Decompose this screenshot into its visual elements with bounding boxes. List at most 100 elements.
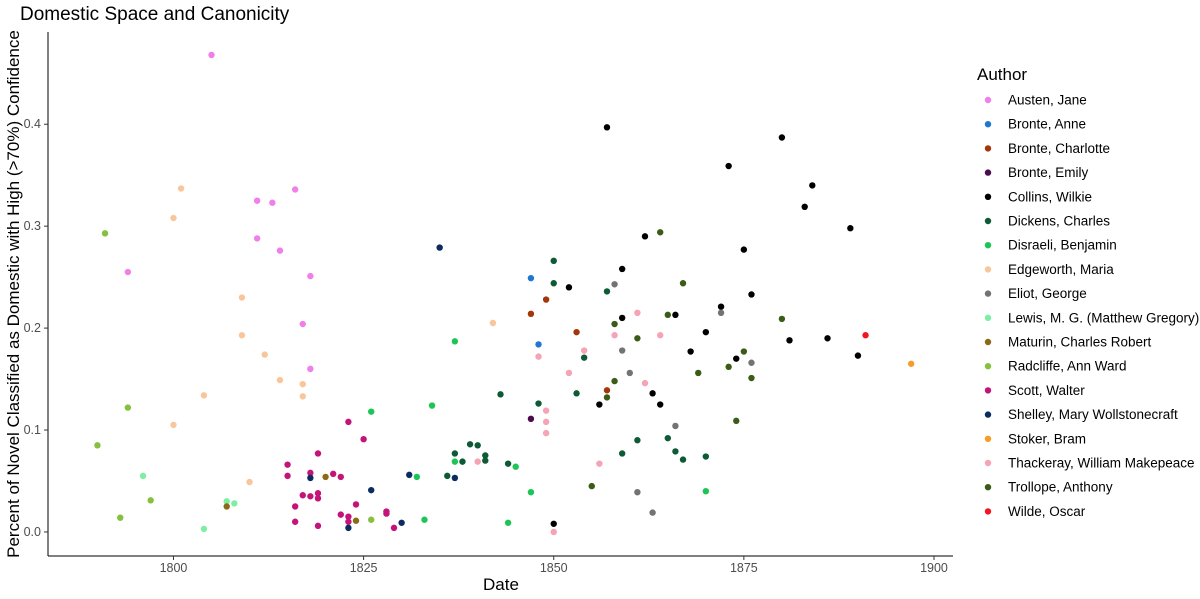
data-point (634, 309, 641, 317)
legend: Author Austen, Jane Bronte, Anne Bronte, C… (977, 65, 1199, 519)
data-point (223, 498, 230, 505)
data-point (117, 514, 124, 521)
data-point (291, 186, 299, 193)
data-point (231, 500, 238, 507)
legend-label: Disraeli, Benjamin (1008, 238, 1117, 253)
data-point (550, 257, 557, 265)
data-point (854, 352, 862, 359)
data-point (383, 510, 390, 517)
data-point (740, 246, 748, 253)
legend-label: Trollope, Anthony (1008, 480, 1113, 495)
data-point (535, 341, 542, 348)
data-point (641, 233, 649, 240)
data-point (413, 473, 421, 481)
data-point (596, 401, 603, 408)
legend-key (984, 508, 992, 515)
legend-key (984, 435, 992, 442)
data-point (550, 280, 557, 287)
data-point (223, 503, 230, 510)
data-point (177, 185, 185, 192)
data-point (664, 434, 672, 442)
series-group (284, 418, 398, 532)
data-point (580, 354, 588, 361)
data-point (512, 463, 519, 470)
data-point (451, 450, 459, 457)
data-point (291, 518, 299, 525)
data-point (580, 347, 588, 354)
data-point (147, 497, 154, 504)
series-group (907, 360, 915, 367)
data-point (550, 520, 557, 527)
x-axis-title: Date (483, 575, 519, 594)
data-point (527, 488, 535, 496)
series-group (527, 415, 535, 423)
data-point (626, 369, 633, 377)
data-point (618, 450, 626, 457)
data-point (801, 203, 808, 211)
y-tick-label: 0.4 (24, 117, 41, 131)
series-group (611, 281, 755, 516)
data-point (101, 230, 109, 237)
data-point (299, 492, 306, 499)
data-point (246, 478, 253, 486)
data-point (641, 379, 649, 387)
legend-key (984, 290, 992, 297)
data-point (596, 460, 603, 467)
data-point (847, 225, 854, 232)
legend-key (984, 411, 992, 418)
legend-key (984, 217, 992, 225)
data-point (276, 376, 284, 384)
legend-label: Scott, Walter (1008, 383, 1085, 398)
data-point (603, 394, 611, 401)
data-point (702, 453, 710, 460)
data-point (284, 472, 291, 480)
data-point (618, 314, 626, 322)
data-point (679, 280, 687, 287)
data-point (428, 402, 436, 409)
data-point (542, 296, 550, 303)
data-point (170, 421, 177, 429)
data-point (200, 392, 208, 399)
legend-label: Dickens, Charles (1008, 214, 1110, 229)
legend-key (984, 314, 992, 321)
data-point (657, 229, 664, 236)
data-point (542, 429, 550, 437)
data-point (748, 359, 755, 366)
data-point (390, 524, 398, 532)
x-tick-label: 1850 (540, 561, 568, 575)
data-point (497, 391, 504, 398)
data-point (748, 374, 755, 382)
data-point (345, 518, 352, 525)
data-point (276, 247, 284, 254)
chart-title: Domestic Space and Canonicity (20, 4, 290, 25)
data-point (634, 437, 641, 444)
data-point (672, 448, 679, 455)
data-point (253, 235, 261, 242)
data-point (702, 487, 710, 495)
y-tick-label: 0.3 (24, 219, 41, 233)
legend-label: Thackeray, William Makepeace (1008, 456, 1195, 471)
legend-label: Collins, Wilkie (1008, 189, 1092, 204)
data-point (603, 288, 611, 295)
data-point (809, 182, 816, 189)
x-tick-label: 1875 (730, 561, 758, 575)
data-point (466, 441, 474, 448)
data-point (170, 214, 177, 222)
x-tick-label: 1900 (920, 561, 948, 575)
data-point (94, 442, 101, 449)
data-point (740, 348, 748, 355)
data-point (352, 517, 360, 524)
data-point (436, 244, 443, 251)
data-point (314, 522, 322, 530)
data-point (459, 458, 466, 465)
data-point (329, 470, 337, 478)
data-point (786, 337, 793, 344)
legend-label: Eliot, George (1008, 286, 1087, 301)
legend-label: Edgeworth, Maria (1008, 262, 1114, 277)
data-point (299, 320, 306, 328)
data-point (824, 335, 831, 342)
series-group (588, 229, 786, 490)
legend-label: Wilde, Oscar (1008, 504, 1086, 519)
